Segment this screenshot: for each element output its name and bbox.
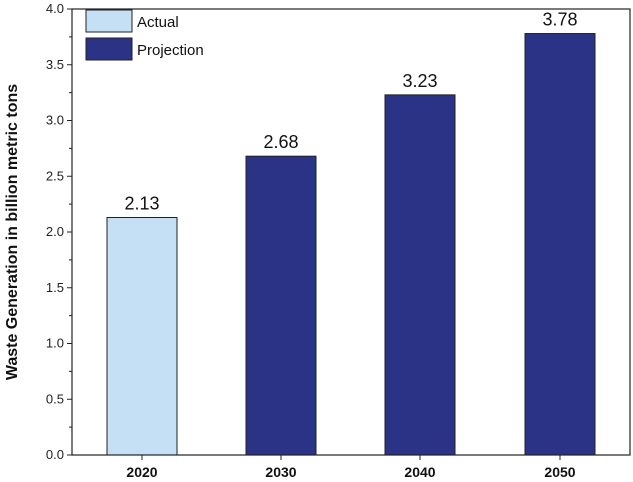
value-label-2020: 2.13 — [124, 194, 159, 214]
legend-label-projection: Projection — [137, 42, 204, 59]
x-tick-label-2040: 2040 — [404, 464, 435, 480]
y-tick-label: 3.5 — [46, 57, 64, 72]
y-axis-title: Waste Generation in billion metric tons — [4, 84, 21, 380]
bar-2030 — [245, 155, 317, 456]
y-tick-label: 0.5 — [46, 391, 64, 406]
y-tick-label: 4.0 — [46, 1, 64, 16]
bars — [106, 33, 596, 456]
bar-2040 — [384, 94, 456, 456]
y-tick-label: 2.5 — [46, 168, 64, 183]
x-tick-label-2030: 2030 — [265, 464, 296, 480]
bar-2050 — [524, 33, 596, 456]
x-tick-label-2050: 2050 — [544, 464, 575, 480]
y-tick-label: 2.0 — [46, 224, 64, 239]
bar-2020 — [106, 217, 178, 456]
y-tick-label: 1.5 — [46, 280, 64, 295]
x-tick-label-2020: 2020 — [126, 464, 157, 480]
y-tick-label: 0.0 — [46, 447, 64, 462]
y-axis-ticks: 0.0 0.5 1.0 1.5 2.0 2.5 3.0 3.5 4.0 — [46, 1, 72, 462]
y-tick-label: 3.0 — [46, 113, 64, 128]
value-label-2050: 3.78 — [542, 10, 577, 30]
legend: Actual Projection — [85, 9, 204, 61]
plot-frame — [71, 8, 631, 456]
legend-swatch-projection — [85, 37, 133, 61]
legend-label-actual: Actual — [137, 14, 179, 31]
value-label-2030: 2.68 — [263, 132, 298, 152]
legend-swatch-actual — [85, 9, 133, 33]
value-labels: 2.13 2.68 3.23 3.78 — [124, 10, 577, 214]
x-axis-ticks: 2020 2030 2040 2050 — [126, 455, 576, 480]
value-label-2040: 3.23 — [402, 71, 437, 91]
y-tick-label: 1.0 — [46, 336, 64, 351]
